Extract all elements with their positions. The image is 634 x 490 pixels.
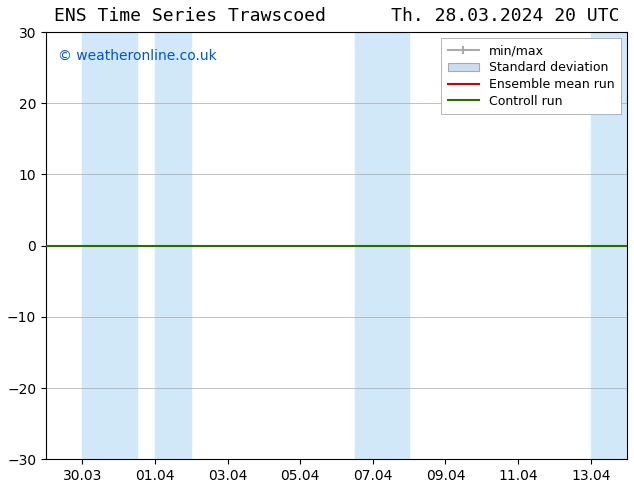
Legend: min/max, Standard deviation, Ensemble mean run, Controll run: min/max, Standard deviation, Ensemble me… bbox=[441, 38, 621, 114]
Bar bbox=[82, 32, 137, 459]
Bar bbox=[155, 32, 191, 459]
Title: ENS Time Series Trawscoed      Th. 28.03.2024 20 UTC: ENS Time Series Trawscoed Th. 28.03.2024… bbox=[54, 7, 619, 25]
Bar bbox=[591, 32, 627, 459]
Bar bbox=[354, 32, 409, 459]
Text: © weatheronline.co.uk: © weatheronline.co.uk bbox=[58, 49, 216, 63]
